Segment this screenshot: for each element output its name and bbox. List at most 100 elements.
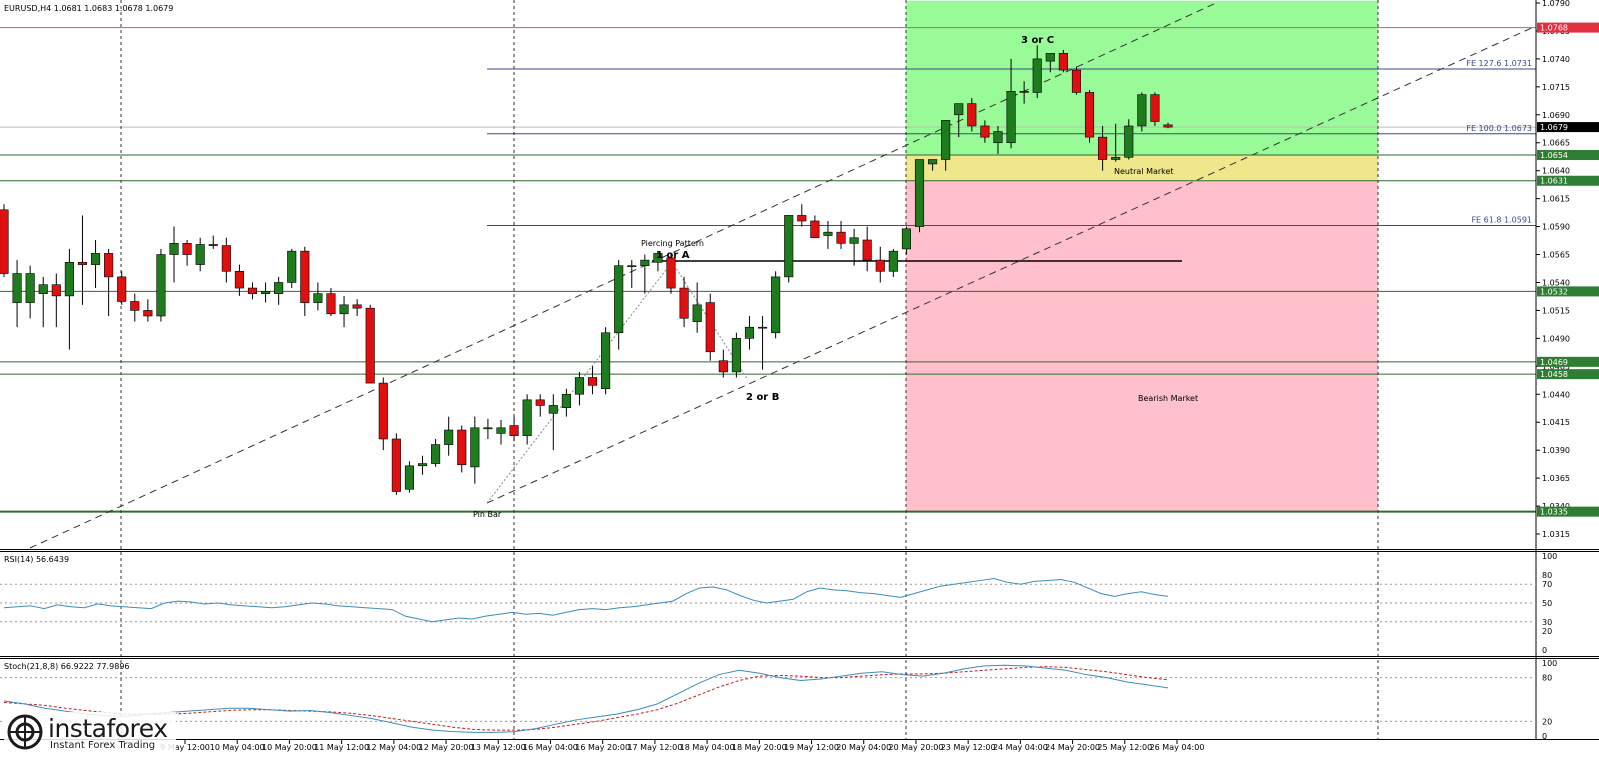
- bull-candle: [64, 262, 74, 297]
- bear-candle: [797, 215, 807, 222]
- bear-candle: [1150, 94, 1160, 122]
- bull-candle: [1006, 91, 1016, 144]
- bull-candle: [823, 231, 833, 236]
- price-tag-label: 1.0458: [1540, 370, 1568, 379]
- bull-candle: [888, 250, 898, 272]
- logo-mark-icon: [7, 714, 43, 750]
- price-tag-bg: [1537, 22, 1599, 33]
- wave-3c-label: 3 or C: [1021, 35, 1054, 46]
- wave-1a-label: 1 or A: [656, 250, 690, 261]
- bull-candle: [274, 282, 284, 294]
- bull-candle: [313, 293, 323, 303]
- bull-candle: [339, 304, 349, 315]
- rsi-tick-label: 0: [1542, 646, 1547, 655]
- bull-candle: [731, 338, 741, 373]
- price-tag-bg: [1537, 122, 1599, 133]
- bull-candle: [784, 215, 794, 278]
- bear-candle: [77, 262, 88, 265]
- price-tick-label: 1.0340: [1542, 502, 1570, 511]
- bull-candle: [1137, 94, 1147, 127]
- bull-candle: [640, 259, 650, 267]
- bull-candle: [195, 244, 205, 265]
- bear-candle: [457, 429, 467, 465]
- bear-candle: [967, 103, 977, 127]
- instaforex-logo: instaforex Instant Forex Trading: [4, 712, 176, 752]
- neutral-zone: [906, 155, 1378, 181]
- price-tick-label: 1.0415: [1542, 418, 1570, 427]
- stochastic-indicator: 100 80 20 0: [0, 659, 1557, 741]
- bear-candle: [117, 276, 127, 302]
- time-tick-label: 19 May 12:00: [784, 743, 839, 752]
- bear-candle: [221, 245, 231, 272]
- bear-candle: [378, 382, 388, 440]
- bear-candle: [0, 209, 9, 274]
- time-tick-label: 26 May 04:00: [1150, 743, 1205, 752]
- time-tick-label: 24 May 04:00: [993, 743, 1048, 752]
- bear-candle: [836, 231, 846, 244]
- bull-candle: [156, 254, 166, 317]
- fib-label: FE 127.6 1.0731: [1466, 59, 1532, 68]
- bear-candle: [352, 304, 362, 309]
- bear-candle: [300, 250, 310, 303]
- bear-candle: [391, 438, 401, 492]
- rsi-line: [3, 578, 1169, 623]
- price-tick-label: 1.0540: [1542, 278, 1570, 287]
- stoch-tick-label: 100: [1542, 659, 1557, 668]
- bull-candle: [928, 159, 938, 165]
- time-tick-label: 20 May 04:00: [836, 743, 891, 752]
- time-tick-label: 13 May 12:00: [471, 743, 526, 752]
- bear-candle: [718, 360, 728, 373]
- bull-candle: [38, 284, 48, 294]
- rsi-tick-label: 70: [1542, 580, 1552, 589]
- bear-candle: [1019, 91, 1029, 93]
- stoch-tick-label: 20: [1542, 717, 1552, 726]
- logo-wordmark: instaforex: [48, 714, 168, 743]
- bull-candle: [941, 120, 951, 160]
- price-tag-label: 1.0768: [1540, 24, 1568, 33]
- bear-candle: [365, 307, 375, 384]
- bull-candle: [574, 377, 585, 395]
- bull-candle: [914, 159, 925, 227]
- bull-candle: [1111, 156, 1121, 160]
- price-tick-label: 1.0565: [1542, 251, 1570, 260]
- bear-candle: [862, 239, 872, 261]
- bull-candle: [954, 103, 964, 116]
- bear-candle: [810, 220, 820, 239]
- price-tag-label: 1.0532: [1540, 287, 1568, 296]
- price-tick-label: 1.0615: [1542, 195, 1570, 204]
- price-tick-label: 1.0640: [1542, 167, 1570, 176]
- price-tick-label: 1.0590: [1542, 223, 1570, 232]
- bear-candle: [51, 284, 61, 297]
- bearish-market-label: Bearish Market: [1138, 394, 1198, 403]
- price-tick-label: 1.0715: [1542, 83, 1570, 92]
- bull-candle: [692, 304, 702, 322]
- price-tick-label: 1.0665: [1542, 139, 1570, 148]
- price-tick-label: 1.0390: [1542, 446, 1570, 455]
- bull-candle: [601, 332, 611, 389]
- horizontal-levels: [0, 27, 1536, 513]
- bear-candle: [104, 253, 114, 278]
- price-tags: 1.0768 1.0679 1.0654 1.0631 1.0532 1.0469 1.04…: [1537, 22, 1599, 517]
- time-tick-label: 12 May 20:00: [419, 743, 474, 752]
- bull-candle: [614, 265, 624, 334]
- pin-bar-label: Pin Bar: [473, 510, 502, 519]
- price-tag-label: 1.0679: [1540, 123, 1568, 132]
- price-tag-label: 1.0631: [1540, 177, 1568, 186]
- bull-candle: [431, 444, 441, 464]
- bull-candle: [496, 427, 506, 434]
- time-tick-label: 12 May 04:00: [366, 743, 421, 752]
- price-tag-bg: [1537, 150, 1599, 161]
- fib-label: FE 61.8 1.0591: [1471, 215, 1532, 224]
- rsi-tick-label: 50: [1542, 599, 1552, 608]
- bull-candle: [901, 228, 911, 250]
- bullish-zone: [906, 0, 1378, 156]
- price-tick-label: 1.0790: [1542, 0, 1570, 8]
- bear-candle: [875, 259, 885, 272]
- bull-candle: [1032, 58, 1042, 93]
- price-tick-label: 1.0740: [1542, 55, 1570, 64]
- stoch-tick-label: 80: [1542, 674, 1552, 683]
- bear-candle: [234, 270, 244, 289]
- time-tick-label: 11 May 12:00: [314, 743, 369, 752]
